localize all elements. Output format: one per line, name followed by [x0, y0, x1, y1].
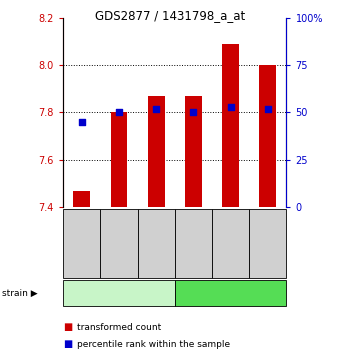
Text: ■: ■: [63, 322, 72, 332]
Text: percentile rank within the sample: percentile rank within the sample: [77, 339, 230, 349]
Text: GDS2877 / 1431798_a_at: GDS2877 / 1431798_a_at: [95, 9, 246, 22]
Bar: [110, 112, 127, 207]
Text: GSM188242: GSM188242: [263, 221, 272, 266]
Text: GSM188245: GSM188245: [152, 221, 161, 266]
Bar: [185, 96, 202, 207]
Text: GSM188240: GSM188240: [189, 221, 198, 266]
Bar: [73, 190, 90, 207]
Point: [191, 110, 196, 115]
Text: GSM188241: GSM188241: [226, 221, 235, 266]
Point: [116, 110, 122, 115]
Point: [79, 119, 85, 125]
Point: [153, 106, 159, 112]
Bar: [260, 65, 276, 207]
Text: DBA2J: DBA2J: [103, 288, 135, 298]
Bar: [222, 44, 239, 207]
Bar: [148, 96, 164, 207]
Text: C57BL6J: C57BL6J: [209, 288, 252, 298]
Text: GSM188244: GSM188244: [115, 221, 123, 266]
Text: strain ▶: strain ▶: [2, 289, 37, 297]
Point: [228, 104, 233, 109]
Text: GSM188243: GSM188243: [77, 221, 86, 266]
Point: [265, 106, 270, 112]
Text: transformed count: transformed count: [77, 323, 161, 332]
Text: ■: ■: [63, 339, 72, 349]
